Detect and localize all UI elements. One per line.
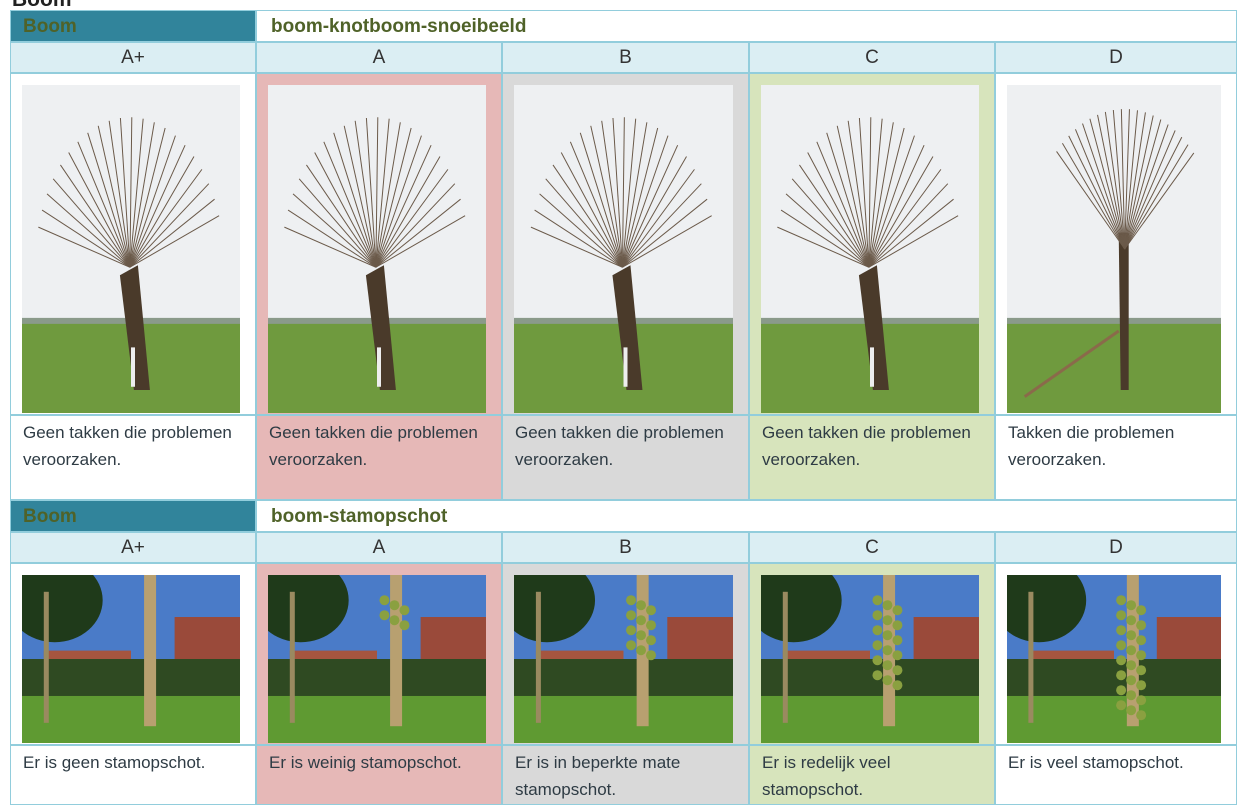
photo [22, 575, 240, 743]
photo [268, 575, 486, 743]
grade-header: D [995, 532, 1237, 563]
section-label: Boom [10, 500, 256, 532]
grade-header: A [256, 532, 502, 563]
description: Er is weinig stamopschot. [256, 745, 502, 805]
grade-header: A+ [10, 42, 256, 73]
description: Er is veel stamopschot. [995, 745, 1237, 805]
photo [1007, 575, 1221, 743]
description: Geen takken die problemen veroorzaken. [502, 415, 749, 500]
photo [22, 85, 240, 413]
section-title: boom-stamopschot [256, 500, 1237, 532]
photo [761, 85, 979, 413]
heading: Boom [12, 0, 72, 12]
section-title: boom-knotboom-snoeibeeld [256, 10, 1237, 42]
description: Er is in beperkte mate stamopschot. [502, 745, 749, 805]
description: Er is redelijk veel stamopschot. [749, 745, 995, 805]
description: Geen takken die problemen veroorzaken. [749, 415, 995, 500]
grade-header: A+ [10, 532, 256, 563]
description: Geen takken die problemen veroorzaken. [10, 415, 256, 500]
grade-header: C [749, 532, 995, 563]
description: Takken die problemen veroorzaken. [995, 415, 1237, 500]
photo [514, 575, 733, 743]
description: Geen takken die problemen veroorzaken. [256, 415, 502, 500]
grade-header: B [502, 42, 749, 73]
description: Er is geen stamopschot. [10, 745, 256, 805]
grade-header: C [749, 42, 995, 73]
photo [514, 85, 733, 413]
section-label: Boom [10, 10, 256, 42]
grade-header: A [256, 42, 502, 73]
grade-header: D [995, 42, 1237, 73]
photo [761, 575, 979, 743]
grade-header: B [502, 532, 749, 563]
photo [268, 85, 486, 413]
photo [1007, 85, 1221, 413]
